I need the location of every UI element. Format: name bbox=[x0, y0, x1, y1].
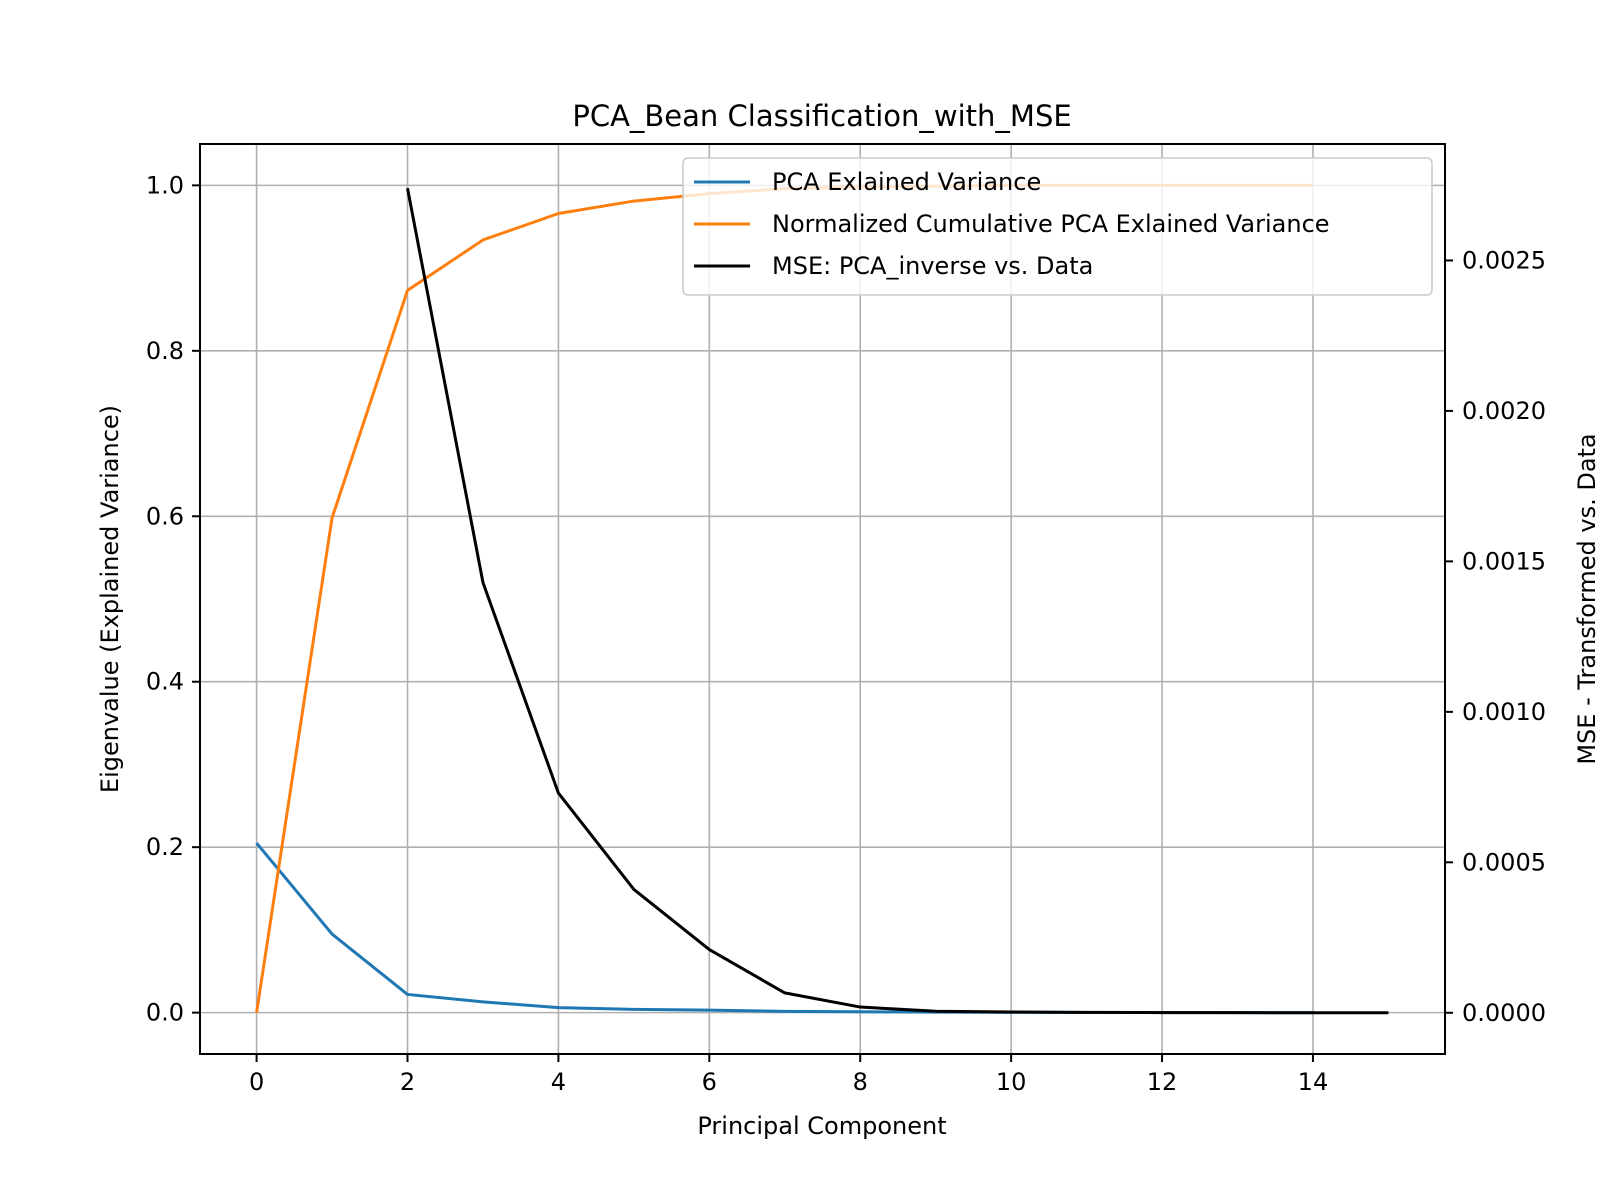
x-tick-label: 8 bbox=[853, 1068, 868, 1096]
y-tick-label: 0.6 bbox=[146, 502, 184, 530]
x-tick-label: 4 bbox=[551, 1068, 566, 1096]
mse-line bbox=[406, 187, 1389, 1015]
y-tick-label: 1.0 bbox=[146, 171, 184, 199]
legend-label-mse: MSE: PCA_inverse vs. Data bbox=[772, 252, 1093, 280]
y-tick-label: 0.4 bbox=[146, 668, 184, 696]
x-tick-label: 0 bbox=[249, 1068, 264, 1096]
legend: PCA Exlained Variance Normalized Cumulat… bbox=[682, 157, 1433, 296]
x-tick-label: 12 bbox=[1147, 1068, 1178, 1096]
y-right-tick-label: 0.0025 bbox=[1462, 246, 1546, 274]
x-tick-label: 14 bbox=[1298, 1068, 1329, 1096]
chart-title: PCA_Bean Classification_with_MSE bbox=[572, 99, 1071, 133]
plot-frame bbox=[199, 143, 1446, 1055]
y-axis-right: 0.0000 0.0005 0.0010 0.0015 0.0020 0.0025 bbox=[1445, 246, 1546, 1027]
y-tick-label: 0.8 bbox=[146, 337, 184, 365]
x-tick-label: 10 bbox=[996, 1068, 1027, 1096]
x-axis: 0 2 4 6 8 10 12 14 bbox=[249, 1054, 1328, 1096]
y-right-tick-label: 0.0000 bbox=[1462, 999, 1546, 1027]
y-axis-right-label: MSE - Transformed vs. Data bbox=[1573, 433, 1600, 764]
x-tick-label: 2 bbox=[400, 1068, 415, 1096]
y-right-tick-label: 0.0005 bbox=[1462, 848, 1546, 876]
x-tick-label: 6 bbox=[702, 1068, 717, 1096]
y-right-tick-label: 0.0010 bbox=[1462, 698, 1546, 726]
y-axis-label: Eigenvalue (Explained Variance) bbox=[96, 405, 124, 793]
y-tick-label: 0.2 bbox=[146, 833, 184, 861]
y-axis-left: 0.0 0.2 0.4 0.6 0.8 1.0 bbox=[146, 171, 200, 1027]
legend-label-pca-variance: PCA Exlained Variance bbox=[772, 168, 1041, 196]
legend-label-cumulative-variance: Normalized Cumulative PCA Exlained Varia… bbox=[772, 210, 1330, 238]
x-axis-label: Principal Component bbox=[697, 1112, 946, 1140]
y-tick-label: 0.0 bbox=[146, 999, 184, 1027]
y-right-tick-label: 0.0015 bbox=[1462, 547, 1546, 575]
y-right-tick-label: 0.0020 bbox=[1462, 397, 1546, 425]
legend-box bbox=[682, 157, 1433, 296]
